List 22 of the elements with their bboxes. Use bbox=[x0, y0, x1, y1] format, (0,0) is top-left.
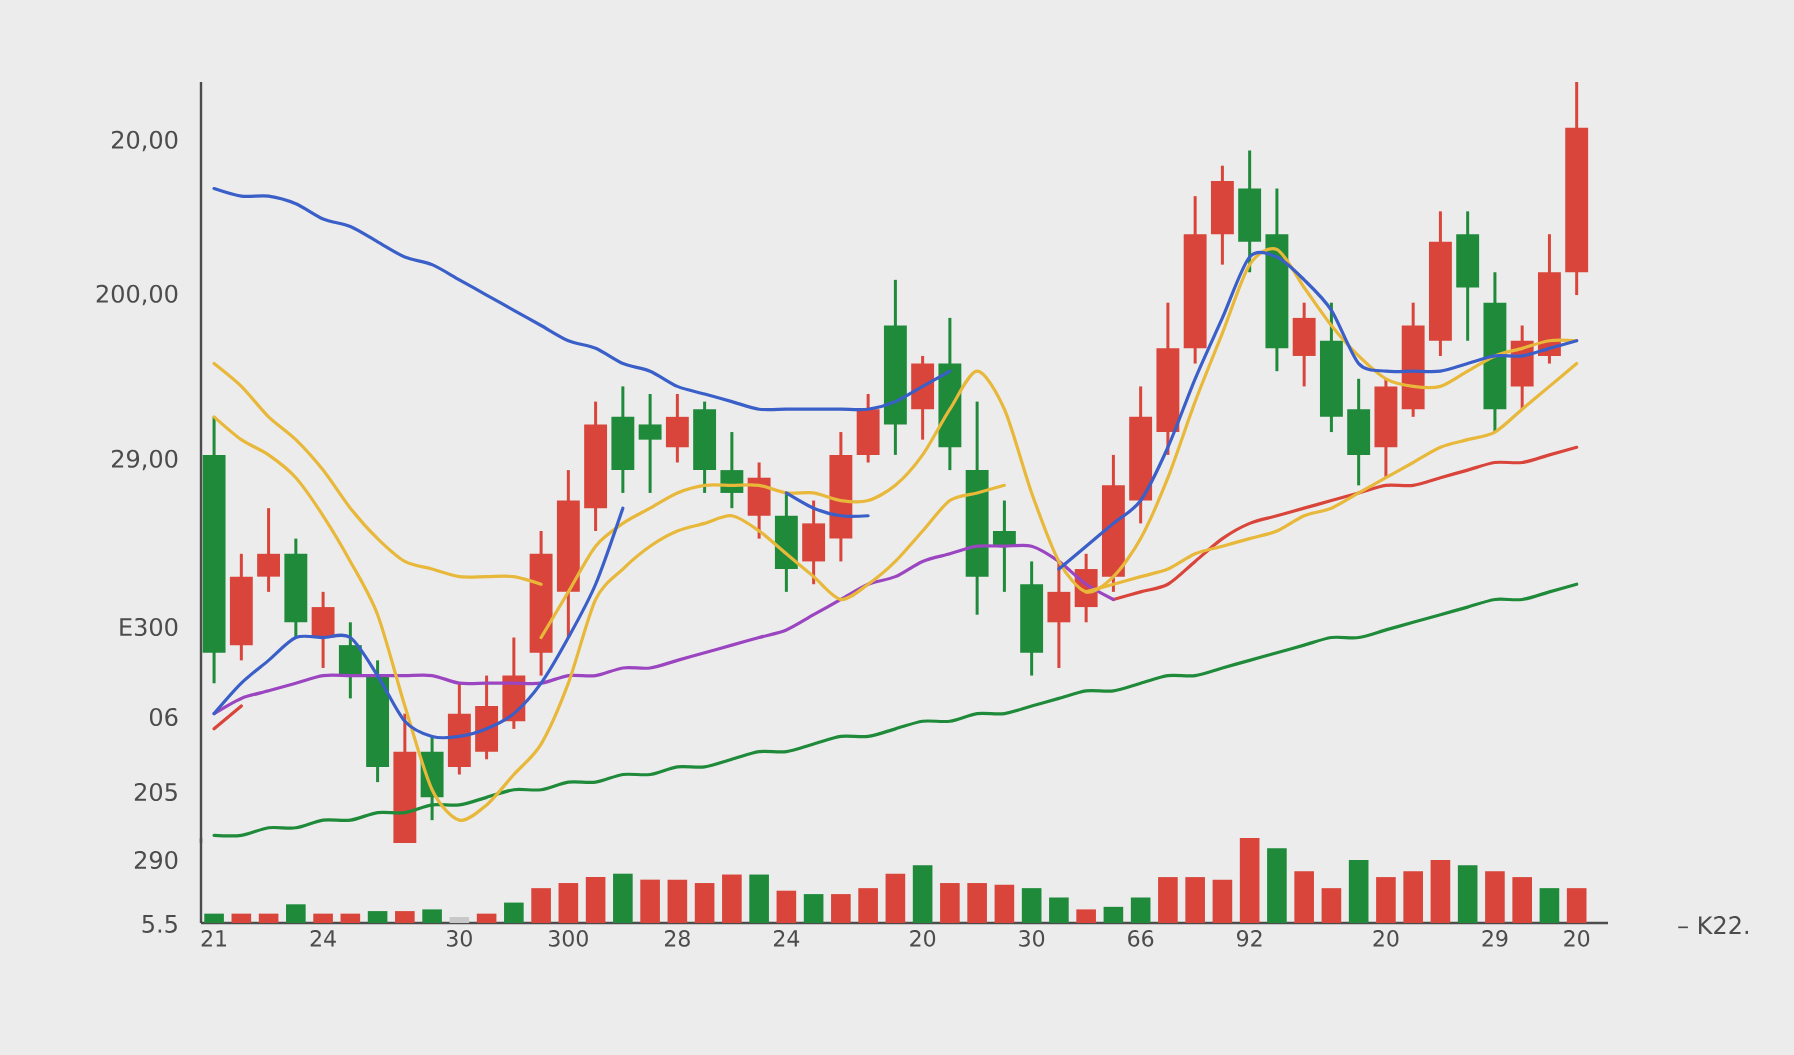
text: 290 bbox=[134, 850, 178, 870]
x-tick-label: 24 bbox=[773, 930, 800, 947]
x-tick-label: 20 bbox=[910, 930, 936, 947]
x-tick-label: 29 bbox=[1482, 930, 1508, 947]
text: 06 bbox=[149, 707, 178, 727]
x-tick-label: 300 bbox=[549, 930, 588, 947]
text: – K22. bbox=[1678, 916, 1749, 934]
text: 200,00 bbox=[96, 284, 178, 306]
text: 205 bbox=[134, 782, 177, 802]
x-tick-label: 20 bbox=[1564, 930, 1590, 947]
x-tick-label: 30 bbox=[447, 930, 472, 947]
x-tick-label: 20 bbox=[1373, 930, 1399, 947]
x-tick-label: 92 bbox=[1237, 930, 1262, 947]
x-tick-label: 21 bbox=[201, 930, 227, 947]
text: E300 bbox=[120, 617, 178, 637]
text: 5.5 bbox=[142, 915, 177, 933]
text: 29,00 bbox=[111, 449, 178, 471]
x-tick-label: 28 bbox=[664, 930, 690, 947]
x-tick-label: 24 bbox=[310, 930, 336, 947]
x-tick-label: 66 bbox=[1128, 930, 1154, 947]
text: 20,00 bbox=[111, 130, 178, 152]
x-tick-label: 30 bbox=[1019, 930, 1045, 947]
